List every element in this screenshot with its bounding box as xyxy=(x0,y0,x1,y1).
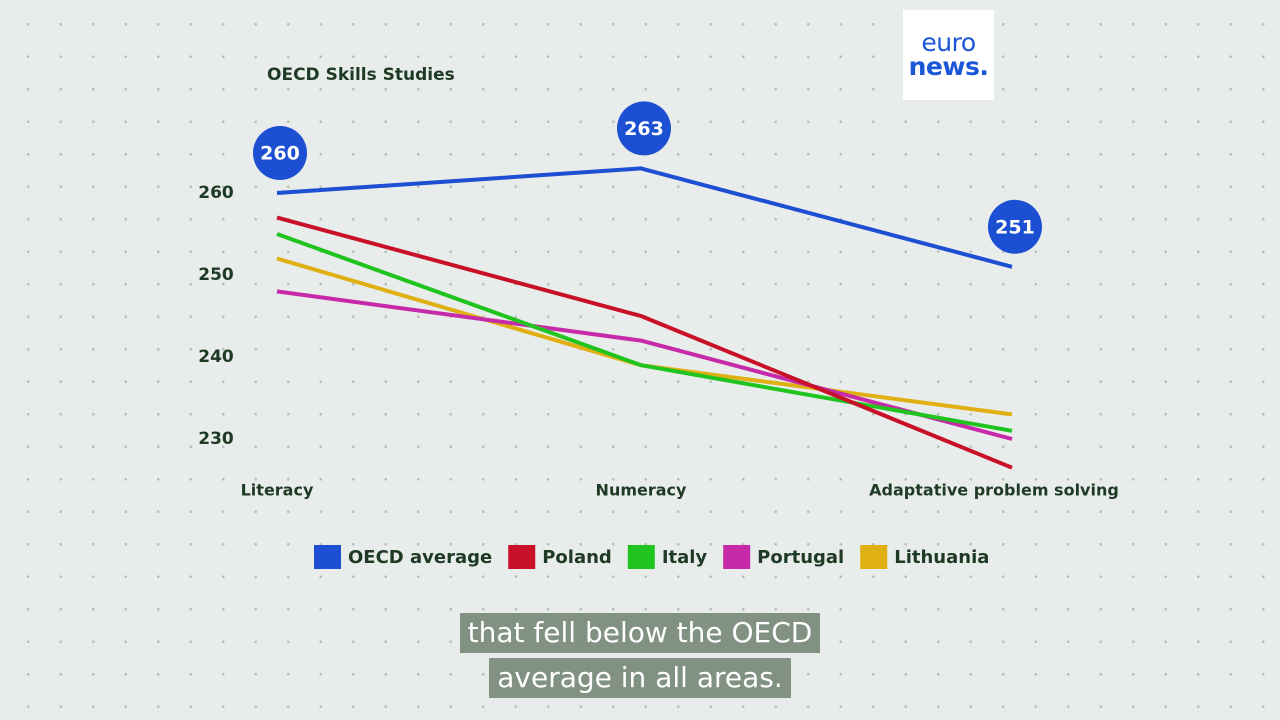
series-line xyxy=(276,232,1013,433)
chart-title: OECD Skills Studies xyxy=(267,65,455,85)
y-tick-label: 240 xyxy=(198,347,234,367)
x-tick-label: Numeracy xyxy=(596,481,687,500)
series-line xyxy=(276,289,1013,441)
logo: euro news. xyxy=(903,10,994,100)
legend-label: Portugal xyxy=(757,547,844,568)
legend-label: OECD average xyxy=(348,547,492,568)
logo-text: euro xyxy=(921,28,976,57)
x-tick-label: Adaptative problem solving xyxy=(869,481,1119,500)
value-label: 263 xyxy=(624,118,664,140)
legend-label: Poland xyxy=(542,547,612,568)
y-tick-label: 260 xyxy=(198,183,234,203)
value-label: 260 xyxy=(260,143,300,165)
y-tick-label: 230 xyxy=(198,429,234,449)
series-line xyxy=(276,215,1013,470)
caption: that fell below the OECD xyxy=(0,613,1280,653)
legend-label: Lithuania xyxy=(894,547,989,568)
legend-swatch xyxy=(627,545,655,569)
series-line xyxy=(276,256,1013,417)
value-badge xyxy=(617,101,671,156)
value-label: 251 xyxy=(995,216,1035,238)
value-badge xyxy=(253,126,307,180)
x-tick-label: Literacy xyxy=(241,481,314,500)
caption-line: average in all areas. xyxy=(489,658,791,698)
legend-swatch xyxy=(508,545,536,569)
legend-label: Italy xyxy=(662,547,708,568)
value-badge xyxy=(988,199,1042,254)
logo-text: news. xyxy=(908,52,989,81)
legend-swatch xyxy=(723,545,751,569)
caption: average in all areas. xyxy=(0,658,1280,698)
legend-swatch xyxy=(860,545,888,569)
legend-swatch xyxy=(314,545,341,569)
caption-line: that fell below the OECD xyxy=(459,613,821,653)
y-tick-label: 250 xyxy=(198,265,234,285)
series-line xyxy=(276,166,1013,269)
